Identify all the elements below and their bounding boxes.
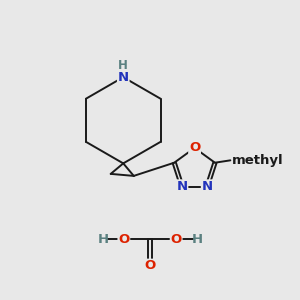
Text: N: N [118,71,129,84]
Text: N: N [202,180,213,193]
Text: O: O [118,233,130,246]
Text: O: O [189,141,200,154]
Text: N: N [176,180,188,193]
Text: H: H [118,59,128,72]
Text: H: H [191,233,203,246]
Text: O: O [170,233,182,246]
Text: H: H [98,233,109,246]
Text: O: O [144,260,156,272]
Text: methyl: methyl [232,154,284,167]
